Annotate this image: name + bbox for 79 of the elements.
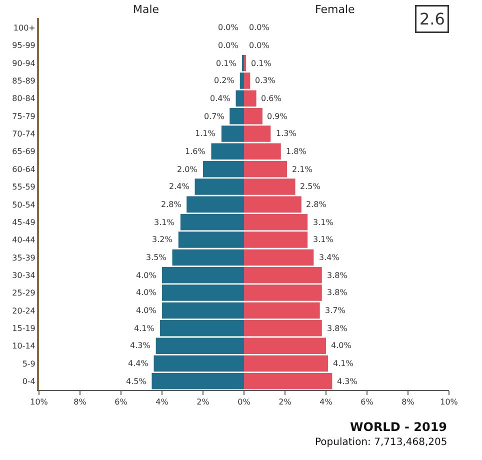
x-tick-label: 2%: [196, 398, 210, 407]
data-label: 0.0%: [249, 41, 270, 50]
y-tick-label: 75-79: [12, 112, 36, 121]
data-label: 3.5%: [146, 253, 167, 262]
text: WORLD - 2019: [350, 420, 448, 434]
y-tick-label: 60-64: [12, 164, 36, 174]
data-label: 4.1%: [333, 359, 354, 368]
data-label: 2.4%: [169, 182, 190, 191]
text: Population: 7,713,468,205: [315, 437, 448, 448]
y-tick-label: 80-84: [12, 94, 36, 104]
data-label: 3.8%: [327, 324, 348, 333]
data-label: 0.6%: [261, 94, 282, 103]
data-label: 4.3%: [130, 341, 151, 350]
y-tick-label: 25-29: [12, 288, 36, 298]
y-tick-label: 55-59: [12, 182, 36, 192]
data-label: 2.8%: [306, 200, 327, 209]
y-tick-label: 50-54: [12, 200, 36, 210]
data-label: 3.8%: [327, 288, 348, 297]
data-label: 4.0%: [136, 271, 157, 280]
y-tick-label: 100+: [13, 24, 36, 33]
data-label: 2.0%: [177, 165, 198, 174]
data-label: 4.4%: [128, 359, 149, 368]
x-tick-label: 0%: [238, 398, 251, 407]
chart-title: Male: [133, 3, 160, 16]
data-label: 0.0%: [218, 23, 239, 32]
data-label: 0.3%: [255, 76, 276, 85]
data-label: 0.0%: [249, 23, 270, 32]
data-label: 2.5%: [300, 182, 321, 191]
data-label: 4.0%: [331, 341, 352, 350]
x-tick-label: 6%: [114, 398, 128, 407]
data-label: 0.7%: [204, 112, 225, 121]
x-tick-label: 10%: [30, 398, 48, 407]
x-tick-label: 4%: [156, 398, 169, 407]
annotation: 2.6: [420, 10, 445, 28]
chart-title: Female: [315, 3, 356, 16]
y-tick-label: 70-74: [12, 130, 36, 139]
y-tick-label: 15-19: [12, 324, 36, 333]
x-tick-label: 6%: [360, 398, 374, 407]
data-label: 0.2%: [214, 76, 235, 85]
data-label: 0.0%: [218, 41, 239, 50]
data-label: 3.1%: [313, 218, 334, 227]
y-tick-label: 10-14: [12, 342, 36, 351]
data-label: 0.1%: [251, 59, 272, 68]
y-tick-label: 30-34: [12, 270, 36, 280]
data-label: 2.8%: [161, 200, 182, 209]
data-label: 3.4%: [319, 253, 340, 262]
x-tick-label: 4%: [320, 398, 333, 407]
data-label: 4.0%: [136, 288, 157, 297]
x-tick-label: 10%: [440, 398, 458, 407]
data-label: 4.3%: [337, 377, 358, 386]
data-label: 0.9%: [267, 112, 288, 121]
y-tick-label: 85-89: [12, 76, 36, 86]
data-label: 1.1%: [195, 129, 216, 138]
data-label: 2.1%: [292, 165, 313, 174]
y-tick-label: 45-49: [12, 218, 36, 227]
y-tick-label: 95-99: [12, 41, 36, 50]
x-tick-label: 2%: [278, 398, 292, 407]
data-label: 1.8%: [286, 147, 307, 156]
data-label: 4.0%: [136, 306, 157, 315]
data-label: 3.7%: [325, 306, 346, 315]
data-label: 4.5%: [126, 377, 147, 386]
y-tick-label: 90-94: [12, 58, 36, 68]
x-tick-label: 8%: [74, 398, 87, 407]
y-tick-label: 20-24: [12, 306, 36, 316]
data-label: 0.4%: [210, 94, 231, 103]
data-label: 3.2%: [152, 235, 173, 244]
data-label: 1.3%: [276, 129, 297, 138]
data-label: 3.1%: [154, 218, 175, 227]
data-label: 1.6%: [185, 147, 206, 156]
data-label: 0.1%: [216, 59, 237, 68]
y-tick-label: 40-44: [12, 236, 36, 245]
data-label: 4.1%: [134, 324, 155, 333]
data-label: 3.8%: [327, 271, 348, 280]
x-tick-label: 8%: [402, 398, 415, 407]
y-tick-label: 35-39: [12, 253, 36, 262]
y-tick-label: 65-69: [12, 147, 36, 156]
data-label: 3.1%: [313, 235, 334, 244]
y-tick-label: 5-9: [22, 359, 36, 368]
y-tick-label: 0-4: [22, 376, 36, 386]
